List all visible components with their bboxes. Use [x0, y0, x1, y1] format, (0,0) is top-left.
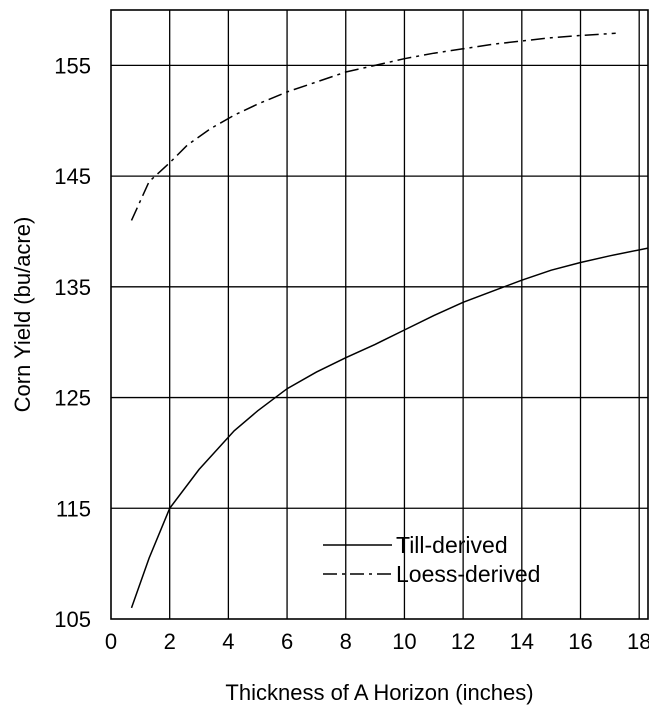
x-axis-label: Thickness of A Horizon (inches) — [225, 680, 533, 705]
x-tick-label-16: 16 — [568, 629, 592, 654]
x-tick-label-14: 14 — [510, 629, 534, 654]
y-axis-label: Corn Yield (bu/acre) — [10, 217, 35, 413]
plot-frame — [110, 9, 649, 620]
legend: Till-derived Loess-derived — [323, 532, 540, 587]
x-tick-label-10: 10 — [392, 629, 416, 654]
y-tick-label-135: 135 — [54, 275, 91, 300]
x-tick-label-18: 18 — [627, 629, 649, 654]
y-tick-label-115: 115 — [56, 496, 91, 521]
series-line-till-derived — [130, 247, 649, 609]
x-tick-label-8: 8 — [340, 629, 352, 654]
y-tick-label-155: 155 — [54, 53, 91, 78]
x-tick-label-6: 6 — [281, 629, 293, 654]
x-tick-label-2: 2 — [164, 629, 176, 654]
x-tick-label-4: 4 — [222, 629, 234, 654]
x-tick-label-12: 12 — [451, 629, 475, 654]
x-tick-label-0: 0 — [105, 629, 117, 654]
legend-label-till-derived: Till-derived — [396, 532, 508, 558]
series-layer — [130, 32, 649, 609]
legend-label-loess-derived: Loess-derived — [396, 561, 540, 587]
series-line-loess-derived — [130, 32, 616, 221]
y-tick-label-125: 125 — [54, 386, 91, 411]
y-tick-label-105: 105 — [54, 607, 91, 632]
tick-labels: 0 2 4 6 8 10 12 14 16 18 105 115 125 135 145 155 — [54, 53, 649, 654]
y-tick-label-145: 145 — [54, 164, 91, 189]
grid — [111, 10, 648, 619]
